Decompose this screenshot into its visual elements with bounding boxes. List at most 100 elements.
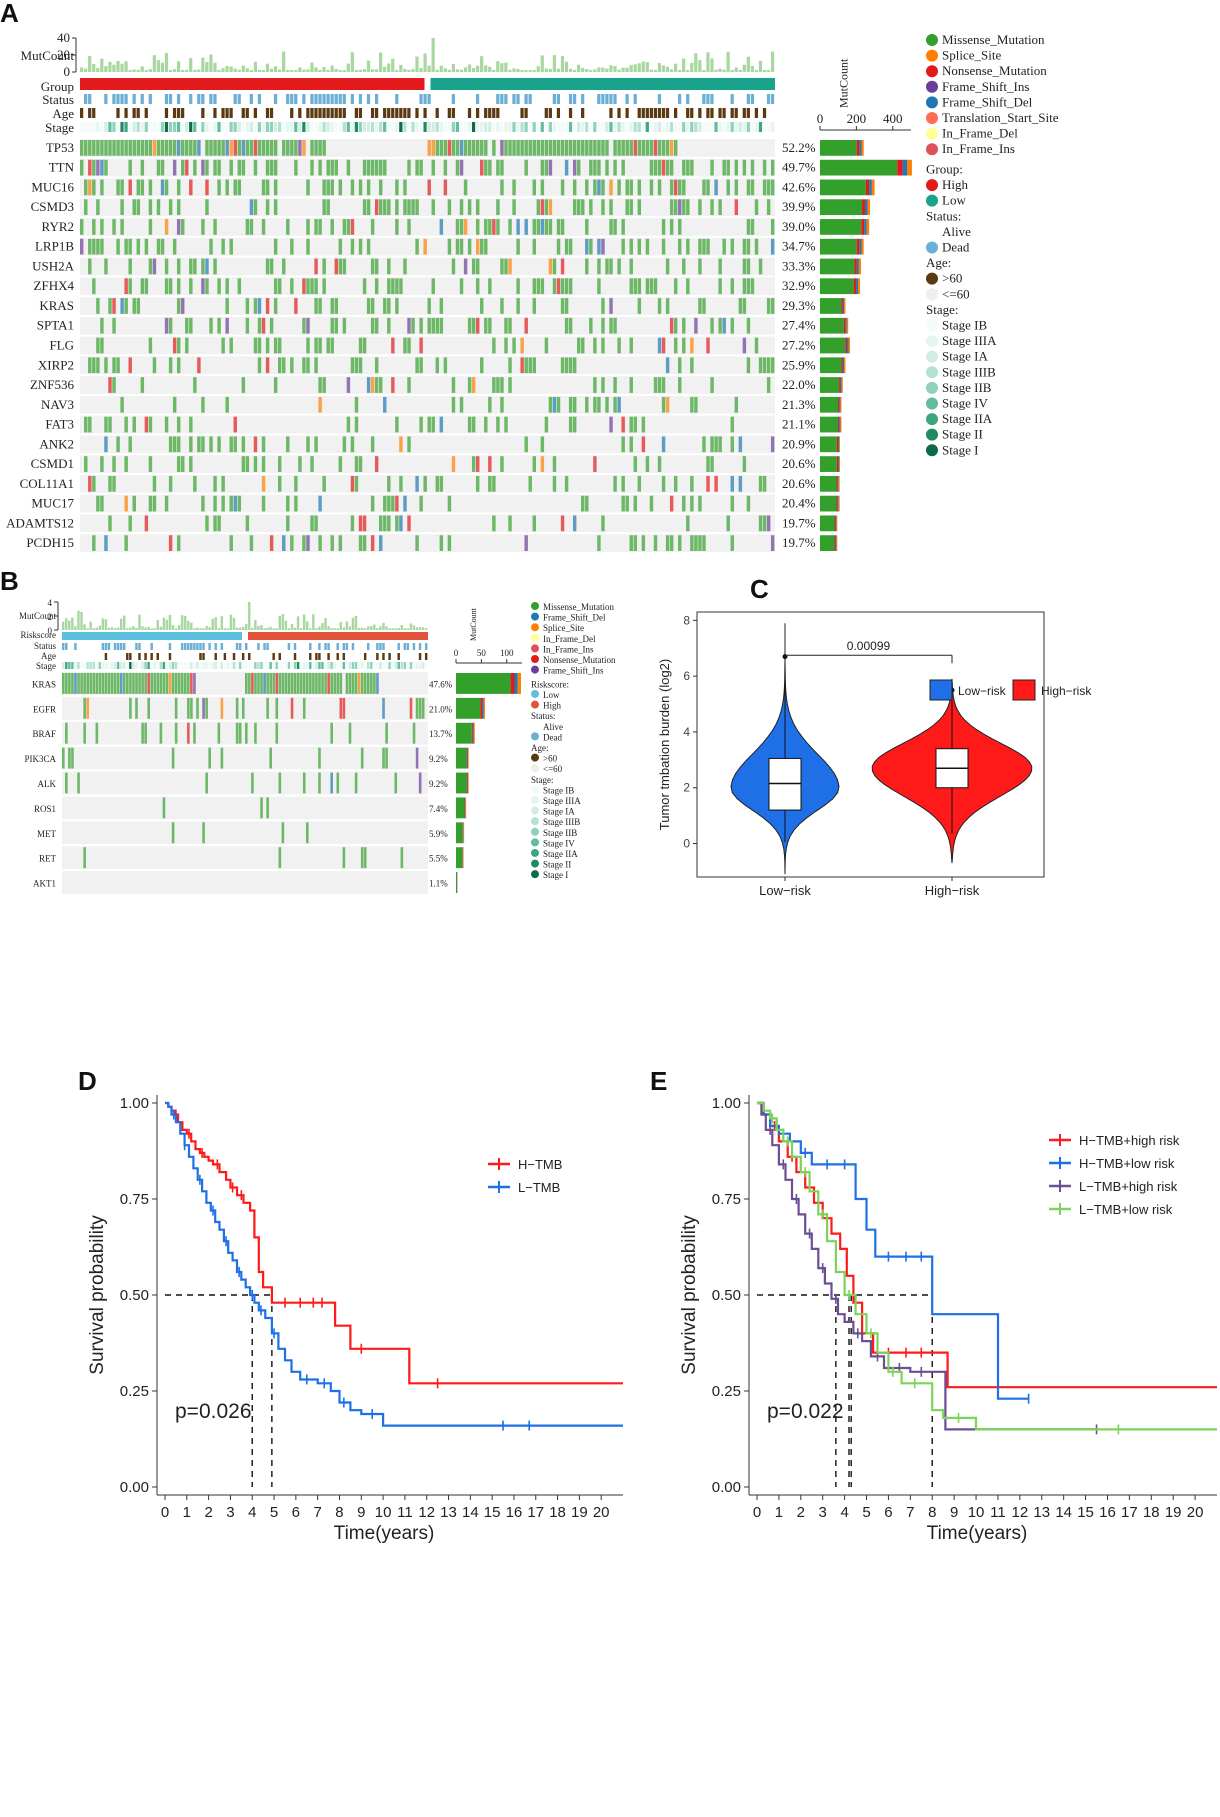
legend-swatch [531,859,539,868]
mutation-cell [435,140,440,156]
mutation-cell [621,416,625,433]
mutcount-bar [354,69,358,72]
mutcount-bar [254,620,257,630]
status-cell [263,643,266,650]
mutation-cell [350,357,355,374]
mutation-cell [682,317,686,334]
mutation-cell [459,199,464,216]
mutation-cell [113,673,117,694]
legend-label: Stage IIIB [543,817,580,827]
mutcount-bar [770,51,775,72]
stage-cell [229,122,233,132]
stage-cell [257,122,262,132]
mutation-cell [273,140,278,156]
age-cell [673,108,678,118]
stage-cell [443,122,447,132]
stage-cell [536,122,540,132]
mutation-cell [488,456,492,472]
mutation-cell [187,697,190,719]
mutation-cell [536,140,541,156]
mutation-cell [273,377,278,393]
mutation-cell [362,199,367,216]
mutation-cell [193,258,197,275]
status-cell [613,94,617,104]
mutation-cell [706,337,710,354]
mutation-cell [613,396,617,413]
mutcount-bar [77,610,80,630]
mutation-cell [306,357,310,374]
mutation-cell [589,238,593,255]
mutation-cell [318,298,322,314]
status-cell [190,643,193,650]
status-cell [766,94,771,104]
stage-cell [314,122,318,132]
mutation-cell [516,278,520,295]
status-cell [140,94,144,104]
age-cell [334,108,338,118]
mutcount-tick-label: 2 [48,612,53,622]
mutation-cell [205,515,209,532]
mutcount-bar [379,626,382,630]
mutation-cell [92,179,96,196]
mutation-cell [153,673,157,694]
group-track-a [62,632,242,640]
stage-cell [718,122,722,132]
side-tick-label: 100 [500,648,514,658]
gene-label: ANK2 [39,436,74,451]
mutation-cell [548,396,553,413]
stage-cell [403,122,407,132]
mutation-cell [277,357,282,374]
mutation-cell [544,159,549,176]
mutation-cell [132,140,136,156]
mutation-cell [135,697,138,719]
side-bar-splice [840,416,842,433]
status-cell [770,94,775,104]
status-cell [290,94,294,104]
status-cell [334,94,338,104]
mutation-cell [722,317,726,334]
mutcount-bar [702,69,706,72]
mutation-cell [168,278,173,295]
mutcount-bar [217,69,221,72]
legend-swatch [926,381,938,394]
gene-percent: 20.9% [782,436,816,451]
mutation-cell [366,159,371,176]
survival-curve [757,1101,1029,1400]
mutcount-bar [387,63,391,72]
status-cell [294,94,298,104]
gene-percent: 7.4% [429,804,448,814]
mutcount-bar [92,628,95,630]
mutcount-bar [96,68,100,72]
mutation-cell [92,535,96,551]
legend-swatch [531,764,539,773]
x-tick-label: 5 [270,1504,278,1521]
mutation-cell [754,337,759,354]
mutation-cell [544,199,549,216]
side-bar-nonsense [466,772,468,794]
legend-swatch [926,288,938,301]
mutcount-bar [409,623,413,630]
mutation-cell [156,140,161,156]
mutation-cell [152,495,157,512]
mutation-cell [374,159,379,176]
mutation-cell [128,515,132,532]
mutation-cell [726,159,730,176]
mutation-cell [512,179,516,196]
mutcount-bar [362,69,367,72]
stage-cell [197,122,201,132]
mutcount-bar [287,628,291,630]
mutation-cell [205,199,209,216]
stage-cell [412,662,416,669]
legend-swatch [531,655,539,663]
mutcount-bar [330,627,333,630]
mutation-cell [128,179,132,196]
mutation-cell [536,278,541,295]
mutation-cell [261,140,266,156]
mutation-cell [174,673,178,694]
stage-cell [645,122,649,132]
mutcount-bar [544,68,548,72]
gene-label: MET [37,829,57,839]
mutcount-bar [225,66,229,72]
mutation-cell [403,495,407,512]
mutcount-bar [229,66,233,72]
